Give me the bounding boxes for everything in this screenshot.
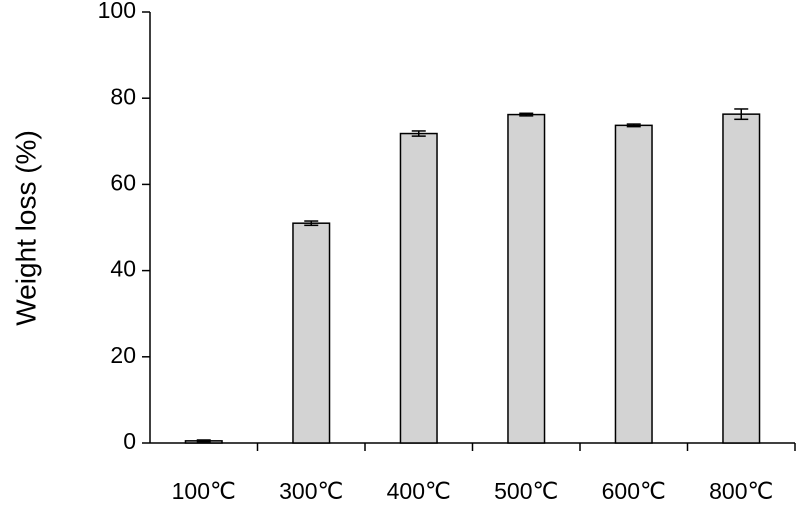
y-tick-label: 20	[110, 342, 136, 368]
y-tick-label: 60	[110, 169, 136, 195]
bar	[507, 113, 546, 444]
y-tick-label: 100	[98, 0, 136, 23]
x-tick-label: 600℃	[602, 478, 666, 504]
x-tick-label: 300℃	[279, 478, 343, 504]
bar	[722, 113, 761, 444]
y-tick-label: 0	[123, 428, 136, 454]
y-axis-label: Weight loss (%)	[10, 130, 41, 326]
x-tick-label: 400℃	[387, 478, 451, 504]
x-tick-label: 800℃	[709, 478, 773, 504]
x-tick-label: 500℃	[494, 478, 558, 504]
bar	[614, 124, 653, 444]
x-tick-label: 100℃	[172, 478, 236, 504]
y-tick-label: 40	[110, 256, 136, 282]
bar	[292, 222, 331, 444]
bar	[399, 132, 438, 444]
y-tick-label: 80	[110, 83, 136, 109]
